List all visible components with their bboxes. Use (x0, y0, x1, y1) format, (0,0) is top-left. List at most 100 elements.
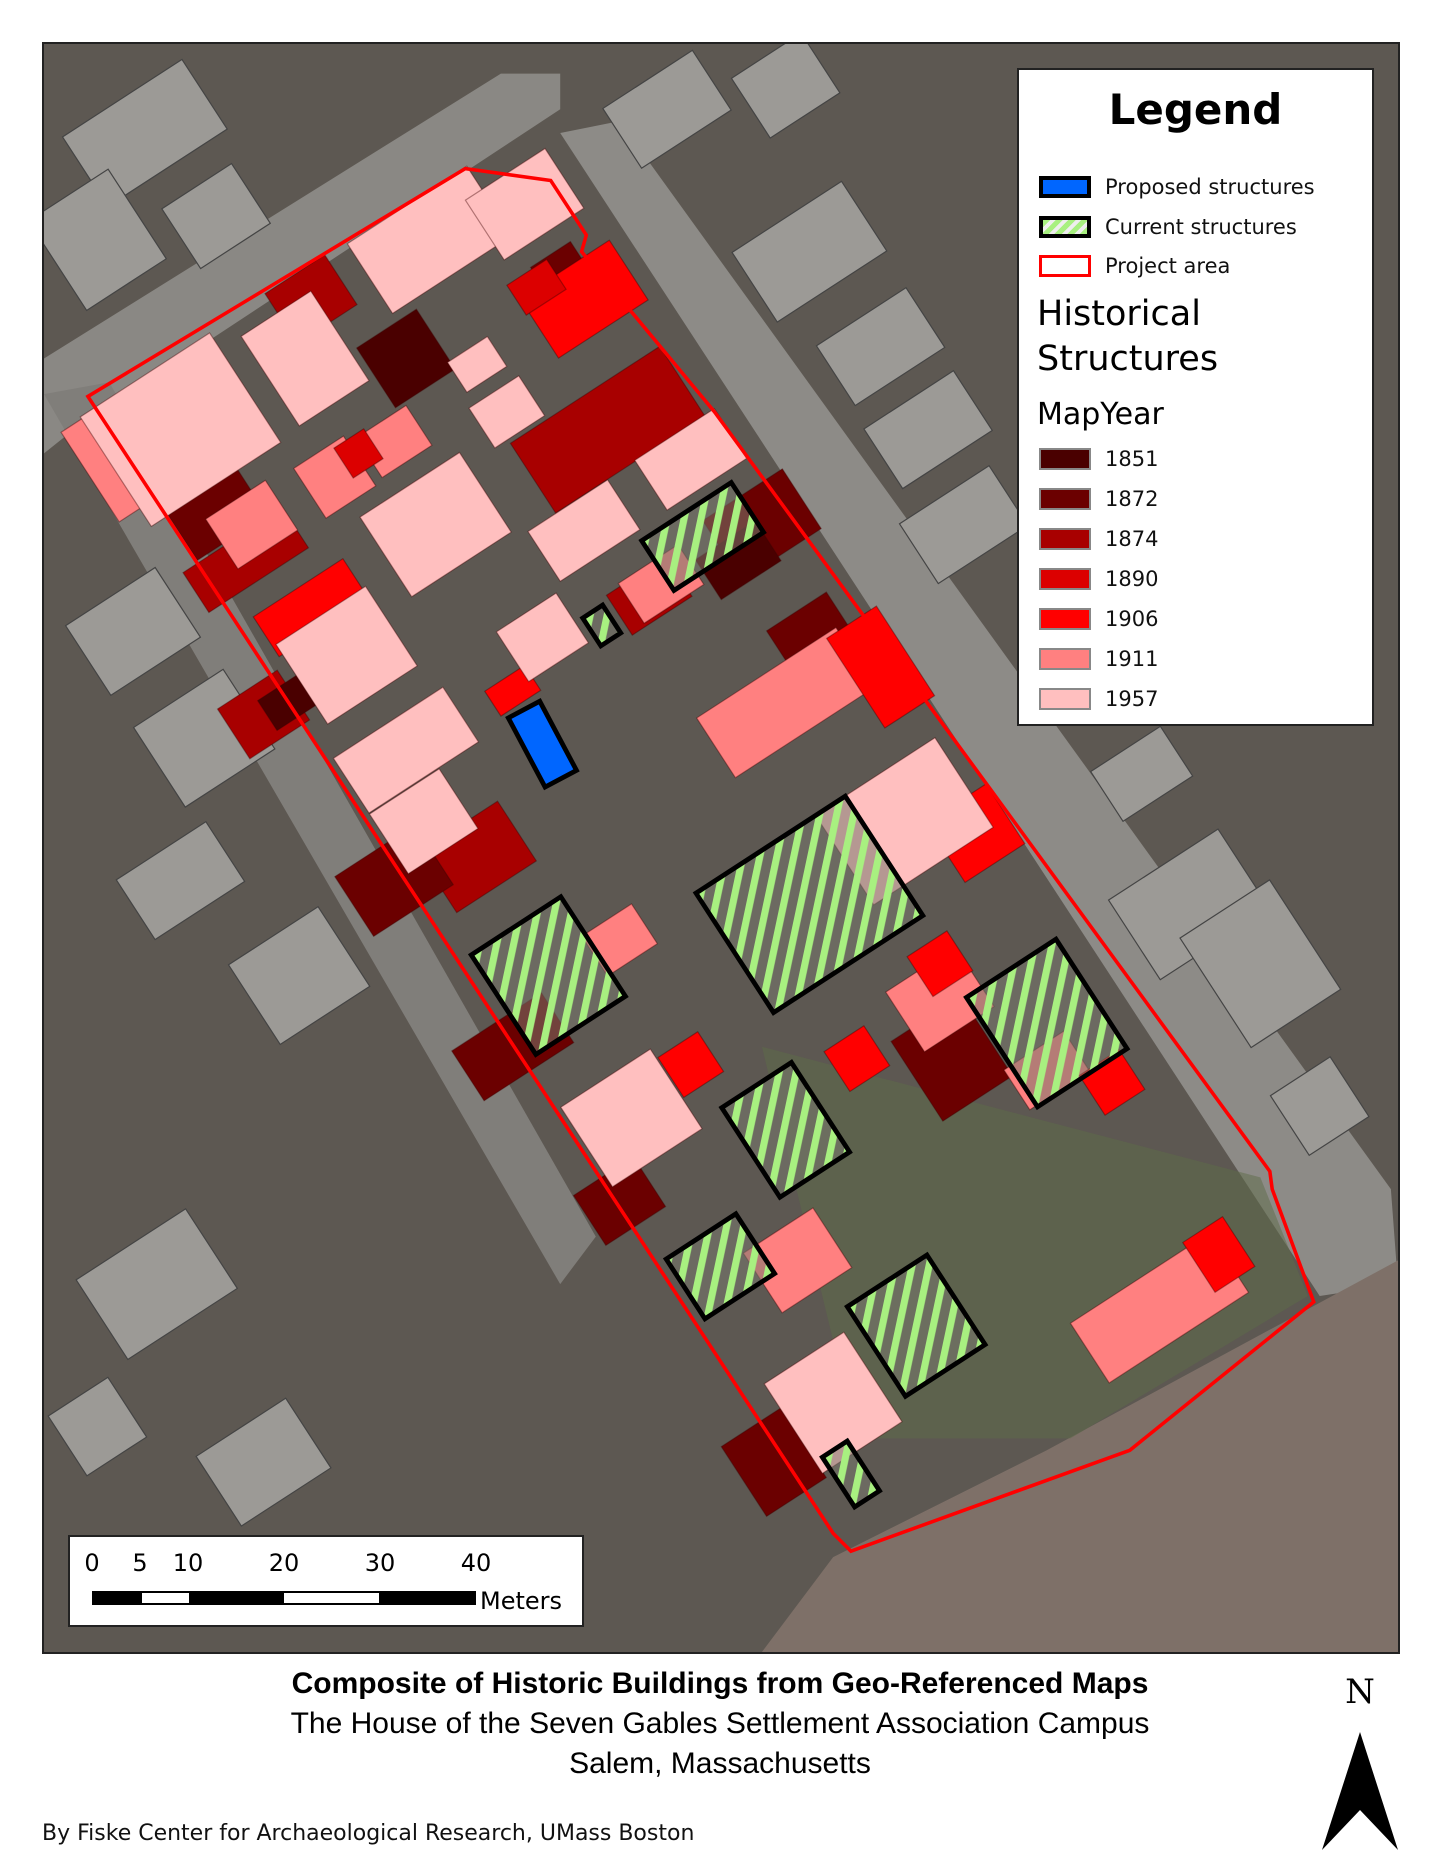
legend-item-project-area: Project area (1039, 252, 1230, 280)
neighbor-house (75, 1207, 239, 1361)
legend-label: 1906 (1105, 607, 1159, 631)
year-swatch (1039, 568, 1091, 590)
legend-label: 1874 (1105, 527, 1159, 551)
neighbor-house (602, 49, 733, 170)
current-structure (844, 1251, 989, 1400)
legend-item-year: 1957 (1039, 685, 1158, 713)
legend-item-year: 1906 (1039, 605, 1158, 633)
legend-item-year: 1911 (1039, 645, 1158, 673)
map-title: Composite of Historic Buildings from Geo… (291, 1667, 1149, 1700)
current-swatch (1039, 216, 1091, 238)
current-structure (692, 792, 927, 1016)
historic-building (355, 308, 457, 409)
heading-line: Structures (1037, 339, 1219, 379)
historic-building (572, 1155, 667, 1247)
neighbor-house (1179, 879, 1342, 1049)
historic-building (823, 1024, 891, 1093)
credit-text: By Fiske Center for Archaeological Resea… (42, 1821, 695, 1846)
year-swatch (1039, 448, 1091, 470)
historic-building (79, 332, 282, 528)
scale-tick-label: 40 (460, 1549, 492, 1577)
scale-units: Meters (480, 1587, 563, 1615)
neighbor-house (47, 1376, 148, 1477)
year-swatch (1039, 608, 1091, 630)
neighbor-house (898, 464, 1029, 585)
legend-label: 1872 (1105, 487, 1159, 511)
historic-building (204, 479, 299, 570)
historic-building (240, 290, 370, 427)
historic-building (657, 1030, 725, 1099)
legend-label: 1851 (1105, 447, 1159, 471)
legend-label: 1890 (1105, 567, 1159, 591)
north-arrow-icon (1322, 1732, 1398, 1850)
legend: Legend Proposed structures Current struc… (1017, 68, 1374, 726)
scale-tick-label: 30 (364, 1549, 396, 1577)
street (560, 121, 1398, 1296)
historic-building (825, 605, 936, 729)
project-area-boundary (85, 166, 1316, 1554)
historic-building (509, 345, 706, 514)
project-area-swatch (1039, 255, 1091, 277)
year-swatch (1039, 648, 1091, 670)
year-swatch (1039, 528, 1091, 550)
historic-building (906, 930, 974, 998)
scale-tick-label: 20 (268, 1549, 300, 1577)
map-subtitle: The House of the Seven Gables Settlement… (290, 1707, 1150, 1740)
current-structure (718, 1059, 853, 1201)
current-structure (819, 1437, 883, 1511)
historic-building (468, 374, 546, 449)
north-arrow: N (1318, 1672, 1402, 1852)
scale-tick-label: 0 (84, 1549, 100, 1577)
neighbor-house (64, 566, 202, 697)
historic-building (527, 478, 641, 583)
proposed-structure (505, 698, 580, 791)
historic-building (333, 427, 384, 479)
year-swatch (1039, 688, 1091, 710)
neighbor-house (161, 162, 272, 270)
neighbor-house (44, 168, 168, 312)
scale-tick-label: 5 (132, 1549, 148, 1577)
neighbor-house (61, 58, 229, 208)
neighbor-house (227, 905, 371, 1046)
scale-bar: 0 5 10 20 30 40 Meters (68, 1535, 584, 1627)
current-structure (467, 893, 629, 1058)
historic-building (506, 258, 567, 316)
neighbor-house (115, 820, 246, 941)
legend-item-year: 1890 (1039, 565, 1158, 593)
map-frame (42, 42, 1400, 1654)
legend-item-current: Current structures (1039, 213, 1297, 241)
historic-building (1181, 1215, 1256, 1294)
mapyear-heading: MapYear (1037, 397, 1164, 432)
historic-building (763, 1331, 903, 1475)
legend-item-year: 1872 (1039, 485, 1158, 513)
neighbor-house (731, 180, 888, 323)
legend-label: 1957 (1105, 687, 1159, 711)
neighbor-house (730, 44, 841, 139)
aerial-map (44, 44, 1398, 1652)
current-structure (662, 1210, 778, 1323)
legend-item-year: 1851 (1039, 445, 1158, 473)
current-structure (963, 935, 1131, 1111)
historic-building (359, 451, 513, 598)
legend-title: Legend (1108, 85, 1283, 134)
historical-structures-heading: Historical Structures (1037, 292, 1218, 382)
north-label: N (1345, 1672, 1375, 1712)
legend-label: 1911 (1105, 647, 1159, 671)
scale-tick-label: 10 (172, 1549, 204, 1577)
scale-bar-graphic (92, 1591, 476, 1605)
neighbor-house (863, 369, 994, 490)
map-location: Salem, Massachusetts (569, 1747, 871, 1780)
heading-line: Historical (1037, 294, 1201, 334)
historic-building (332, 686, 480, 814)
current-structure (638, 479, 767, 594)
legend-label: Current structures (1105, 215, 1297, 239)
neighbor-house (1269, 1056, 1370, 1157)
neighbor-house (815, 286, 946, 407)
historic-building (518, 239, 649, 359)
historic-building (495, 592, 590, 683)
current-structure (579, 601, 625, 650)
neighbor-house (195, 1397, 332, 1527)
historic-building (446, 335, 508, 394)
shoreline (761, 1260, 1398, 1652)
year-swatch (1039, 488, 1091, 510)
